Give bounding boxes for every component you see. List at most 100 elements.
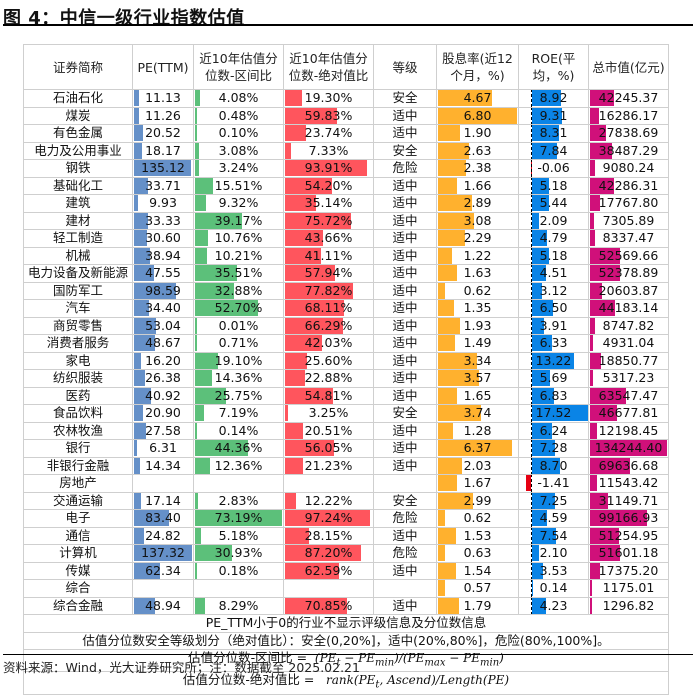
pct-range-bar (195, 248, 207, 264)
grade: 适中 (374, 212, 437, 230)
roe-cell: 4.79 (519, 230, 589, 248)
pe-bar (134, 528, 144, 544)
pe-cell: 18.17 (133, 142, 194, 160)
dividend-cell: 3.74 (437, 405, 519, 423)
pct-range-cell: 14.36% (194, 370, 284, 388)
mktcap-cell: 12198.45 (589, 422, 669, 440)
roe-value: 17.52 (536, 405, 572, 420)
header-grade: 等级 (374, 45, 437, 90)
roe-cell: 7.54 (519, 527, 589, 545)
mktcap-cell: 51601.18 (589, 545, 669, 563)
dividend-cell: 4.67 (437, 90, 519, 108)
pe-value: 30.60 (145, 230, 181, 245)
mktcap-bar (590, 160, 595, 176)
pct-abs-bar (285, 90, 302, 106)
roe-value: 6.33 (540, 335, 568, 350)
mktcap-value: 17375.20 (599, 563, 659, 578)
dividend-cell: 1.35 (437, 300, 519, 318)
mktcap-value: 12198.45 (599, 423, 659, 438)
pe-value: 48.94 (145, 598, 181, 613)
pct-abs-value: 68.11% (305, 300, 353, 315)
dividend-cell: 3.34 (437, 352, 519, 370)
pct-abs-cell: 3.25% (284, 405, 374, 423)
pe-value: 18.17 (145, 143, 181, 158)
mktcap-cell: 69636.68 (589, 457, 669, 475)
dividend-value: 2.38 (464, 160, 492, 175)
pe-value: 26.38 (145, 370, 181, 385)
roe-zero-axis (531, 370, 532, 388)
pct-abs-cell (284, 580, 374, 598)
dividend-value: 3.74 (464, 405, 492, 420)
roe-cell: 2.10 (519, 545, 589, 563)
grade: 适中 (374, 562, 437, 580)
industry-name: 消费者服务 (24, 335, 133, 353)
pct-abs-cell: 28.15% (284, 527, 374, 545)
pct-range-value: 2.83% (219, 493, 259, 508)
roe-value: 8.92 (540, 90, 568, 105)
dividend-bar (438, 545, 445, 561)
pct-abs-value: 97.24% (305, 510, 353, 525)
dividend-cell: 2.99 (437, 492, 519, 510)
mktcap-value: 51601.18 (599, 545, 659, 560)
roe-value: 6.24 (540, 423, 568, 438)
header-pe-line: PE(TTM) (133, 59, 193, 76)
pct-range-cell: 8.29% (194, 597, 284, 615)
pe-cell: 98.59 (133, 282, 194, 300)
mktcap-cell: 38487.29 (589, 142, 669, 160)
industry-name: 计算机 (24, 545, 133, 563)
mktcap-cell: 99166.93 (589, 510, 669, 528)
dividend-cell: 1.65 (437, 387, 519, 405)
roe-value: 8.31 (540, 125, 568, 140)
pe-cell: 9.93 (133, 195, 194, 213)
pe-cell (133, 580, 194, 598)
roe-value: 9.31 (540, 108, 568, 123)
pct-abs-bar (285, 125, 306, 141)
dividend-value: 2.89 (464, 195, 492, 210)
pe-cell: 27.58 (133, 422, 194, 440)
dividend-bar (438, 178, 457, 194)
pct-abs-cell: 7.33% (284, 142, 374, 160)
pct-range-value: 10.21% (215, 248, 263, 263)
pct-range-cell: 0.71% (194, 335, 284, 353)
mktcap-cell: 42245.37 (589, 90, 669, 108)
pct-abs-value: 54.20% (305, 178, 353, 193)
pct-abs-value: 56.05% (305, 440, 353, 455)
header-pct-range-line: 位数-区间比 (194, 67, 283, 84)
pct-range-cell: 4.08% (194, 90, 284, 108)
grade: 适中 (374, 300, 437, 318)
roe-value: 0.14 (540, 580, 568, 595)
dividend-value: 0.62 (464, 283, 492, 298)
mktcap-value: 46677.81 (599, 405, 659, 420)
header-pct-range: 近10年估值分位数-区间比 (194, 45, 284, 90)
industry-name: 建筑 (24, 195, 133, 213)
dividend-bar (438, 265, 457, 281)
pct-abs-value: 54.81% (305, 388, 353, 403)
dividend-cell: 0.57 (437, 580, 519, 598)
pe-bar (134, 125, 143, 141)
pct-abs-bar (285, 370, 305, 386)
mktcap-bar (590, 230, 595, 246)
header-dividend-line: 个月，%) (437, 67, 518, 84)
header-pct-abs: 近10年估值分位数-绝对值比 (284, 45, 374, 90)
pct-abs-value: 21.23% (305, 458, 353, 473)
roe-zero-axis (531, 422, 532, 440)
header-pct-range-line: 近10年估值分 (194, 50, 283, 67)
header-dividend-line: 股息率(近12 (437, 50, 518, 67)
pct-range-value: 3.08% (219, 143, 259, 158)
roe-cell: 2.09 (519, 212, 589, 230)
pe-bar (134, 90, 139, 106)
pct-range-cell (194, 475, 284, 493)
roe-zero-axis (531, 440, 532, 458)
dividend-value: 1.93 (464, 318, 492, 333)
roe-cell: 5.18 (519, 177, 589, 195)
dividend-bar (438, 283, 445, 299)
mktcap-bar (590, 370, 593, 386)
dividend-value: 2.99 (464, 493, 492, 508)
mktcap-bar (590, 580, 592, 596)
roe-zero-axis (531, 527, 532, 545)
roe-cell: -1.41 (519, 475, 589, 493)
dividend-cell: 1.22 (437, 247, 519, 265)
